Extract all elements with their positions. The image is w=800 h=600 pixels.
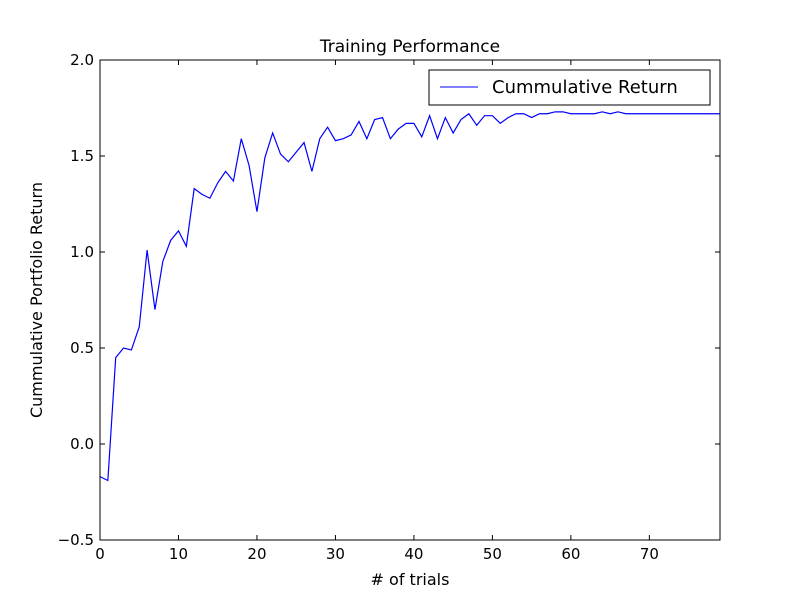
x-tick-label: 30 (326, 545, 345, 563)
y-tick-label: 0.5 (70, 339, 94, 357)
axis-ticks: 0 10 20 30 40 50 60 70 −0.5 0.0 0.5 1.0 1.5 2.0 (58, 51, 720, 563)
chart-title: Training Performance (319, 37, 500, 57)
plot-area (99, 111, 720, 482)
y-tick-label: 0.0 (70, 435, 94, 453)
plot-frame (99, 59, 721, 541)
series-line-0 (99, 111, 720, 482)
x-tick-label: 50 (483, 545, 502, 563)
x-tick-label: 60 (561, 545, 580, 563)
x-tick-label: 10 (169, 545, 188, 563)
y-tick-label: 1.5 (70, 147, 94, 165)
x-tick-label: 70 (640, 545, 659, 563)
y-tick-label: 2.0 (70, 51, 94, 69)
y-axis-label: Cummulative Portfolio Return (27, 182, 46, 418)
x-tick-label: 20 (247, 545, 266, 563)
x-axis-label: # of trials (371, 570, 450, 589)
y-tick-label: −0.5 (58, 531, 94, 549)
x-tick-label: 40 (404, 545, 423, 563)
legend: Cummulative Return (428, 69, 711, 106)
legend-label: Cummulative Return (492, 77, 678, 98)
y-tick-label: 1.0 (70, 243, 94, 261)
x-tick-label: 0 (95, 545, 105, 563)
